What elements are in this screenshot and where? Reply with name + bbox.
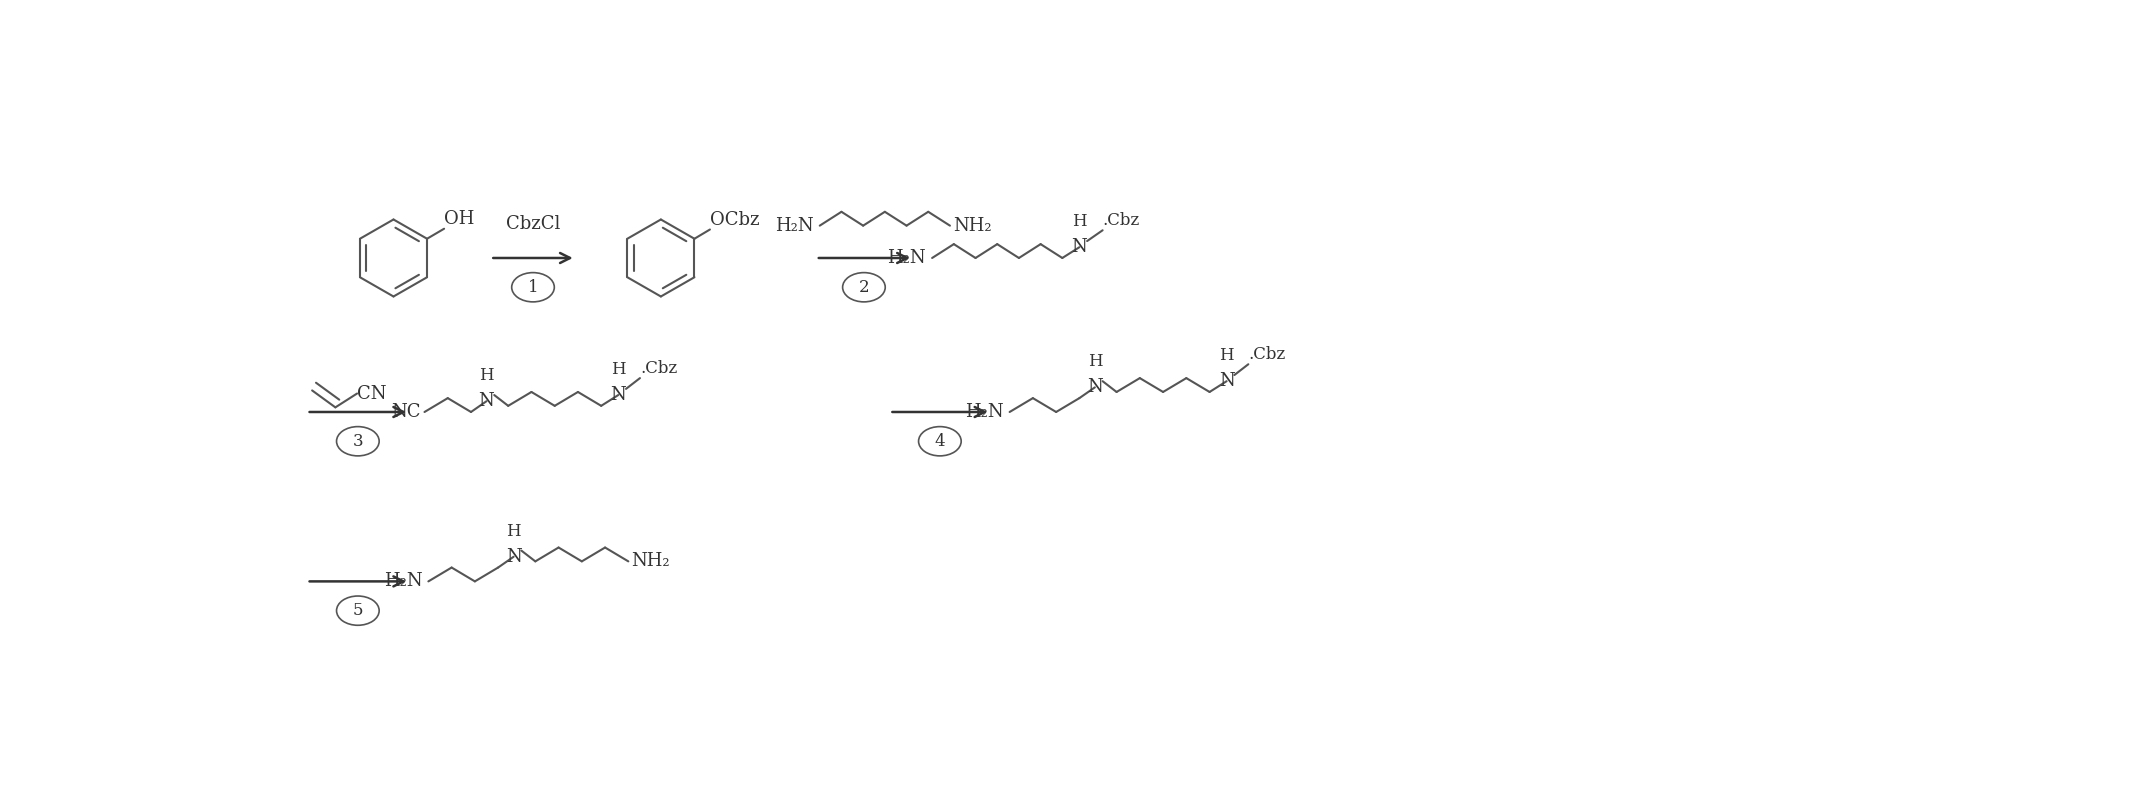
Text: 2: 2	[858, 279, 869, 296]
Text: CbzCl: CbzCl	[507, 216, 561, 233]
Text: OCbz: OCbz	[709, 211, 759, 228]
Text: H: H	[1220, 347, 1233, 365]
Text: N: N	[479, 392, 494, 410]
Text: 4: 4	[934, 433, 944, 450]
Text: H: H	[1087, 353, 1102, 370]
Text: H₂N: H₂N	[384, 572, 423, 591]
Text: NC: NC	[390, 403, 420, 421]
Text: NH₂: NH₂	[632, 552, 671, 571]
Text: N: N	[1087, 378, 1102, 396]
Text: N: N	[1072, 238, 1087, 256]
Text: H₂N: H₂N	[774, 217, 813, 235]
Text: .Cbz: .Cbz	[1102, 212, 1141, 228]
Text: H₂N: H₂N	[888, 249, 925, 267]
Text: NH₂: NH₂	[953, 217, 992, 235]
Text: H: H	[1072, 213, 1087, 230]
Text: OH: OH	[444, 210, 474, 228]
Text: H: H	[610, 361, 625, 378]
Text: .Cbz: .Cbz	[1248, 345, 1285, 363]
Text: N: N	[507, 548, 522, 566]
Text: H: H	[479, 367, 494, 384]
Text: 3: 3	[354, 433, 362, 450]
Text: H: H	[507, 523, 522, 540]
Text: N: N	[610, 386, 625, 404]
Text: .Cbz: .Cbz	[640, 360, 677, 377]
Text: 5: 5	[354, 602, 362, 619]
Text: 1: 1	[528, 279, 539, 296]
Text: N: N	[1218, 373, 1235, 390]
Text: H₂N: H₂N	[964, 403, 1003, 421]
Text: CN: CN	[358, 384, 386, 403]
